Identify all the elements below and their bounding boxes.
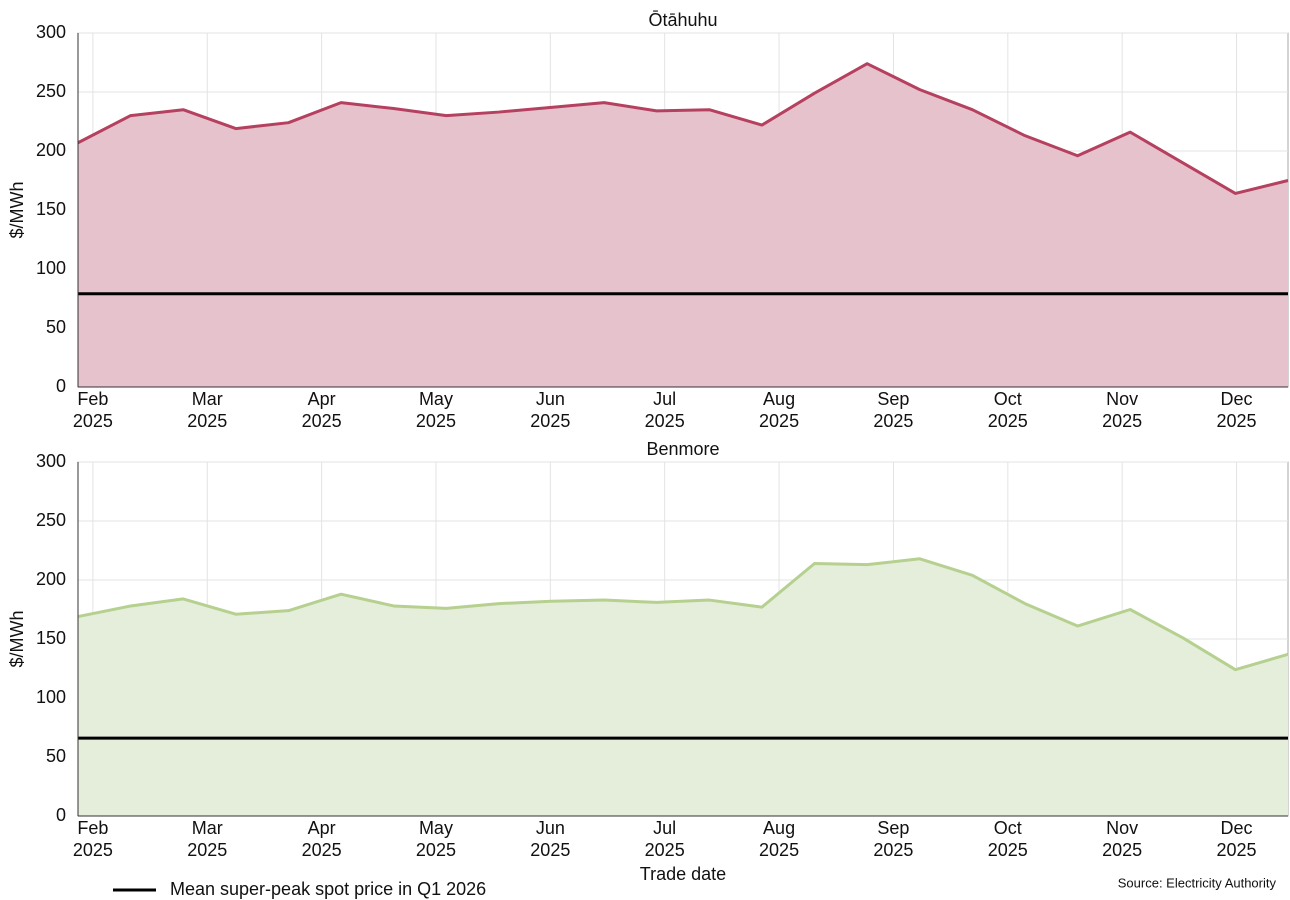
y-tick-label: 50 (46, 746, 66, 766)
legend-label: Mean super-peak spot price in Q1 2026 (170, 879, 486, 899)
x-tick-label: Jun 2025 (530, 389, 571, 431)
y-axis-label: $/MWh (7, 181, 27, 238)
y-tick-label: 300 (36, 451, 66, 471)
y-tick-label: 150 (36, 628, 66, 648)
chart-title: Benmore (646, 439, 719, 459)
x-tick-label: Aug 2025 (759, 818, 800, 860)
x-tick-label: Feb 2025 (72, 818, 113, 860)
x-tick-label: May 2025 (415, 818, 456, 860)
x-tick-label: Mar 2025 (187, 389, 228, 431)
x-tick-label: Jul 2025 (644, 389, 685, 431)
y-axis-label: $/MWh (7, 610, 27, 667)
line (77, 62, 1289, 195)
line (77, 557, 1289, 672)
chart-title: Ōtāhuhu (648, 10, 717, 30)
x-tick-label: Apr 2025 (301, 818, 342, 860)
x-tick-label: Dec 2025 (1216, 389, 1257, 431)
x-tick-label: Feb 2025 (72, 389, 113, 431)
y-tick-label: 200 (36, 569, 66, 589)
y-tick-label: 250 (36, 510, 66, 530)
area-fill (78, 558, 1288, 816)
y-tick-label: 0 (56, 805, 66, 825)
x-tick-label: Apr 2025 (301, 389, 342, 431)
y-tick-label: 0 (56, 376, 66, 396)
y-tick-label: 100 (36, 687, 66, 707)
x-tick-label: Mar 2025 (187, 818, 228, 860)
x-tick-label: Sep 2025 (873, 389, 914, 431)
x-tick-label: Oct 2025 (987, 818, 1028, 860)
x-tick-label: Nov 2025 (1102, 818, 1143, 860)
y-tick-label: 150 (36, 199, 66, 219)
x-axis-label: Trade date (640, 864, 726, 884)
x-tick-label: Jul 2025 (644, 818, 685, 860)
x-tick-label: Sep 2025 (873, 818, 914, 860)
y-tick-label: 100 (36, 258, 66, 278)
x-tick-label: Nov 2025 (1102, 389, 1143, 431)
x-tick-label: Oct 2025 (987, 389, 1028, 431)
x-tick-label: Aug 2025 (759, 389, 800, 431)
y-tick-label: 50 (46, 317, 66, 337)
x-tick-label: May 2025 (415, 389, 456, 431)
source: Source: Electricity Authority (1118, 875, 1277, 890)
x-tick-label: Dec 2025 (1216, 818, 1257, 860)
y-tick-label: 200 (36, 140, 66, 160)
y-tick-label: 300 (36, 22, 66, 42)
area-fill (78, 63, 1288, 388)
x-tick-label: Jun 2025 (530, 818, 571, 860)
y-tick-label: 250 (36, 81, 66, 101)
